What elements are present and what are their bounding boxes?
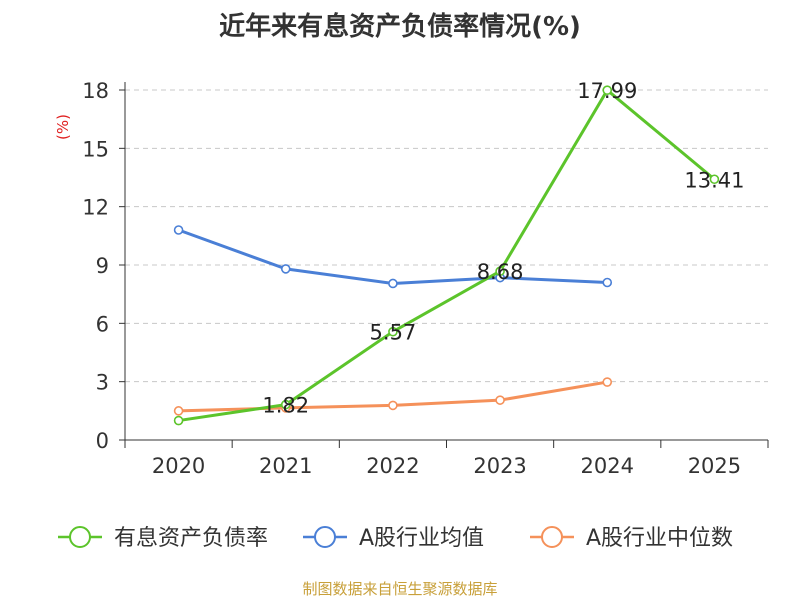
legend-label: A股行业中位数 [586, 526, 733, 551]
axes: 0 3 6 9 12 15 18 2020 2021 2022 2023 2024 2025 (%) [54, 79, 769, 478]
data-label: 1.82 [262, 394, 309, 418]
data-point[interactable] [388, 326, 398, 337]
series [173, 85, 720, 426]
legend-marker [314, 526, 336, 548]
series-2 [173, 225, 613, 289]
source-note: 制图数据来自恒生聚源数据库 [302, 580, 498, 598]
data-point[interactable] [173, 406, 184, 416]
y-tick-label: 9 [96, 254, 109, 278]
series-line [178, 88, 716, 423]
data-point[interactable] [388, 278, 398, 289]
data-label: 17.99 [577, 79, 637, 103]
chart-title: 近年来有息资产负债率情况(%) [219, 12, 581, 42]
y-tick-label: 12 [82, 196, 109, 220]
data-label: 13.41 [684, 168, 744, 192]
legend-marker [69, 526, 91, 548]
data-point[interactable] [173, 415, 184, 426]
y-tick-label: 6 [96, 312, 109, 336]
data-label: 8.68 [477, 260, 524, 284]
legend-item-2[interactable]: A股行业均值 [303, 526, 484, 551]
data-point[interactable] [495, 266, 505, 277]
legend-item-1[interactable]: 有息资产负债率 [58, 526, 268, 551]
y-tick-label: 3 [96, 371, 109, 395]
x-tick-label: 2024 [581, 454, 634, 478]
data-labels: 1.82 5.57 8.68 17.99 13.41 [262, 79, 744, 417]
series-line [178, 228, 608, 285]
series-3 [173, 377, 613, 416]
legend-item-3[interactable]: A股行业中位数 [530, 526, 733, 551]
y-axis-label: (%) [54, 114, 72, 140]
y-tick-label: 15 [82, 137, 109, 161]
data-point[interactable] [602, 85, 613, 95]
y-tick-label: 0 [96, 429, 109, 453]
legend-label: A股行业均值 [359, 526, 484, 551]
legend[interactable]: 有息资产负债率 A股行业均值 A股行业中位数 [58, 526, 733, 551]
series-1 [173, 85, 720, 426]
data-point[interactable] [602, 377, 613, 387]
grid-lines [125, 89, 768, 383]
data-point[interactable] [173, 225, 184, 235]
y-tick-label: 18 [82, 79, 109, 103]
data-point[interactable] [709, 174, 720, 185]
x-tick-label: 2023 [473, 454, 526, 478]
x-tick-label: 2021 [259, 454, 312, 478]
legend-marker [541, 526, 563, 548]
data-point[interactable] [495, 395, 505, 405]
data-point[interactable] [280, 399, 291, 410]
data-point[interactable] [280, 264, 291, 274]
data-point[interactable] [602, 277, 613, 288]
legend-label: 有息资产负债率 [114, 526, 268, 551]
x-tick-label: 2022 [366, 454, 419, 478]
x-tick-label: 2020 [152, 454, 205, 478]
data-point[interactable] [388, 400, 398, 411]
x-tick-label: 2025 [688, 454, 741, 478]
data-label: 5.57 [370, 321, 417, 345]
